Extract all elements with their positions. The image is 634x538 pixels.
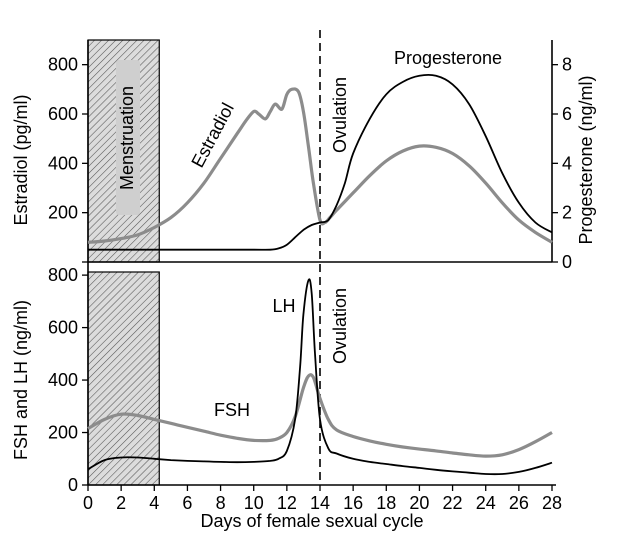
- tick-label-x: 10: [244, 493, 264, 513]
- tick-label-left-bottom: 0: [68, 475, 78, 495]
- tick-label-left-top: 200: [48, 203, 78, 223]
- x-axis-title: Days of female sexual cycle: [200, 511, 423, 531]
- ovulation-label-bottom: Ovulation: [330, 288, 350, 364]
- tick-label-left-top: 400: [48, 153, 78, 173]
- series-line-fsh: [87, 373, 553, 458]
- tick-label-x: 14: [310, 493, 330, 513]
- tick-label-x: 24: [476, 493, 496, 513]
- tick-label-right-top: 2: [562, 203, 572, 223]
- tick-label-x: 6: [182, 493, 192, 513]
- tick-label-x: 12: [277, 493, 297, 513]
- tick-label-left-bottom: 400: [48, 370, 78, 390]
- tick-label-x: 26: [509, 493, 529, 513]
- tick-label-x: 22: [443, 493, 463, 513]
- lh-label: LH: [272, 296, 295, 316]
- tick-label-x: 4: [149, 493, 159, 513]
- tick-label-x: 8: [216, 493, 226, 513]
- tick-label-right-top: 8: [562, 55, 572, 75]
- y-axis-title-estradiol: Estradiol (pg/ml): [11, 94, 31, 225]
- series-line-progesterone: [87, 73, 553, 251]
- series-group: [87, 73, 553, 476]
- fsh-label: FSH: [214, 400, 250, 420]
- tick-label-x: 18: [376, 493, 396, 513]
- tick-label-right-top: 4: [562, 153, 572, 173]
- tick-label-right-top: 6: [562, 104, 572, 124]
- menstruation-label-background: [116, 60, 140, 215]
- tick-label-x: 16: [343, 493, 363, 513]
- tick-label-left-bottom: 200: [48, 423, 78, 443]
- tick-label-x: 20: [409, 493, 429, 513]
- ovulation-label-top: Ovulation: [330, 77, 350, 153]
- estradiol-label: Estradiol: [187, 100, 238, 171]
- menstruation-band-bottom: [87, 271, 160, 486]
- tick-label-x: 0: [83, 493, 93, 513]
- series-line-estradiol: [87, 87, 553, 244]
- tick-label-left-top: 800: [48, 55, 78, 75]
- y-axis-title-progesterone: Progesterone (ng/ml): [576, 75, 596, 244]
- tick-label-left-top: 600: [48, 104, 78, 124]
- menstruation-label: Menstruation: [117, 86, 137, 190]
- series-line-lh: [87, 278, 553, 476]
- y-axis-title-fsh-lh: FSH and LH (ng/ml): [11, 300, 31, 460]
- tick-label-right-top: 0: [562, 252, 572, 272]
- tick-label-x: 28: [542, 493, 562, 513]
- tick-label-left-bottom: 800: [48, 265, 78, 285]
- tick-label-left-bottom: 600: [48, 318, 78, 338]
- progesterone-label: Progesterone: [394, 48, 502, 68]
- tick-label-x: 2: [116, 493, 126, 513]
